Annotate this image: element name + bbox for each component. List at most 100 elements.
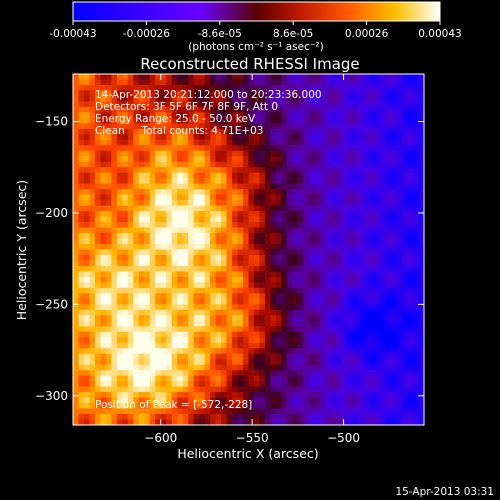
heatmap-pixel xyxy=(319,156,326,163)
heatmap-pixel xyxy=(358,90,365,97)
heatmap-pixel xyxy=(347,167,354,174)
heatmap-pixel xyxy=(210,95,216,102)
heatmap-pixel xyxy=(177,386,184,393)
heatmap-pixel xyxy=(341,348,348,355)
heatmap-pixel xyxy=(308,298,315,305)
heatmap-pixel xyxy=(314,348,321,355)
heatmap-pixel xyxy=(385,342,392,349)
heatmap-pixel xyxy=(259,331,266,338)
heatmap-pixel xyxy=(352,282,359,289)
heatmap-pixel xyxy=(286,381,293,388)
heatmap-pixel xyxy=(319,194,326,201)
heatmap-pixel xyxy=(391,79,397,86)
heatmap-pixel xyxy=(402,123,408,130)
heatmap-pixel xyxy=(319,331,326,338)
heatmap-pixel xyxy=(144,161,151,168)
heatmap-pixel xyxy=(83,298,90,305)
heatmap-pixel xyxy=(259,150,266,157)
heatmap-pixel xyxy=(177,145,184,152)
heatmap-pixel xyxy=(105,271,112,278)
heatmap-pixel xyxy=(259,353,266,360)
heatmap-pixel xyxy=(281,370,288,377)
heatmap-pixel xyxy=(358,364,365,371)
heatmap-pixel xyxy=(133,293,140,300)
heatmap-pixel xyxy=(177,244,184,250)
heatmap-pixel xyxy=(100,381,107,388)
heatmap-pixel xyxy=(319,392,326,398)
heatmap-pixel xyxy=(160,326,167,333)
heatmap-pixel xyxy=(292,370,299,377)
heatmap-pixel xyxy=(303,205,310,212)
heatmap-pixel xyxy=(402,265,408,272)
heatmap-pixel xyxy=(188,414,195,420)
heatmap-pixel xyxy=(177,276,184,283)
heatmap-pixel xyxy=(193,161,200,168)
heatmap-pixel xyxy=(259,233,266,239)
heatmap-pixel xyxy=(297,353,304,360)
heatmap-pixel xyxy=(177,167,184,174)
heatmap-pixel xyxy=(226,320,233,327)
heatmap-pixel xyxy=(122,74,129,80)
heatmap-pixel xyxy=(275,337,282,344)
heatmap-pixel xyxy=(73,161,79,168)
heatmap-pixel xyxy=(407,200,414,207)
heatmap-pixel xyxy=(94,167,101,174)
heatmap-pixel xyxy=(100,233,107,239)
heatmap-pixel xyxy=(144,244,151,250)
heatmap-pixel xyxy=(303,211,310,217)
heatmap-pixel xyxy=(193,74,200,80)
heatmap-pixel xyxy=(127,282,134,289)
heatmap-pixel xyxy=(94,265,101,272)
heatmap-pixel xyxy=(248,117,255,124)
heatmap-pixel xyxy=(396,167,403,174)
heatmap-pixel xyxy=(160,304,167,311)
heatmap-pixel xyxy=(122,101,129,108)
heatmap-pixel xyxy=(155,79,162,86)
heatmap-pixel xyxy=(292,315,299,322)
heatmap-pixel xyxy=(188,254,195,261)
heatmap-pixel xyxy=(171,419,178,425)
heatmap-pixel xyxy=(319,128,326,135)
heatmap-pixel xyxy=(105,414,112,420)
heatmap-pixel xyxy=(243,414,249,420)
heatmap-pixel xyxy=(352,95,359,102)
heatmap-pixel xyxy=(352,386,359,393)
heatmap-pixel xyxy=(204,95,211,102)
heatmap-pixel xyxy=(149,90,156,97)
heatmap-pixel xyxy=(303,320,310,327)
heatmap-pixel xyxy=(237,309,244,316)
heatmap-pixel xyxy=(94,304,101,311)
heatmap-pixel xyxy=(155,90,162,97)
heatmap-pixel xyxy=(83,276,90,283)
heatmap-pixel xyxy=(369,117,376,124)
heatmap-pixel xyxy=(78,101,85,108)
heatmap-pixel xyxy=(116,189,123,196)
heatmap-pixel xyxy=(396,216,403,223)
heatmap-pixel xyxy=(177,359,184,366)
heatmap-pixel xyxy=(199,112,206,119)
heatmap-pixel xyxy=(264,249,271,256)
heatmap-pixel xyxy=(259,145,266,152)
heatmap-pixel xyxy=(232,227,238,234)
heatmap-pixel xyxy=(94,370,101,377)
heatmap-pixel xyxy=(111,200,118,207)
heatmap-pixel xyxy=(275,342,282,349)
heatmap-pixel xyxy=(111,403,118,409)
heatmap-pixel xyxy=(341,90,348,97)
heatmap-pixel xyxy=(407,233,414,239)
heatmap-pixel xyxy=(166,112,173,119)
heatmap-pixel xyxy=(199,216,206,223)
heatmap-pixel xyxy=(347,414,354,420)
heatmap-pixel xyxy=(144,222,151,228)
heatmap-pixel xyxy=(204,370,211,377)
heatmap-pixel xyxy=(380,419,387,425)
heatmap-pixel xyxy=(237,156,244,163)
heatmap-pixel xyxy=(369,342,376,349)
heatmap-pixel xyxy=(122,117,129,124)
heatmap-pixel xyxy=(319,287,326,294)
heatmap-pixel xyxy=(226,331,233,338)
heatmap-pixel xyxy=(73,309,79,316)
heatmap-pixel xyxy=(171,194,178,201)
heatmap-pixel xyxy=(281,337,288,344)
heatmap-pixel xyxy=(418,205,424,212)
